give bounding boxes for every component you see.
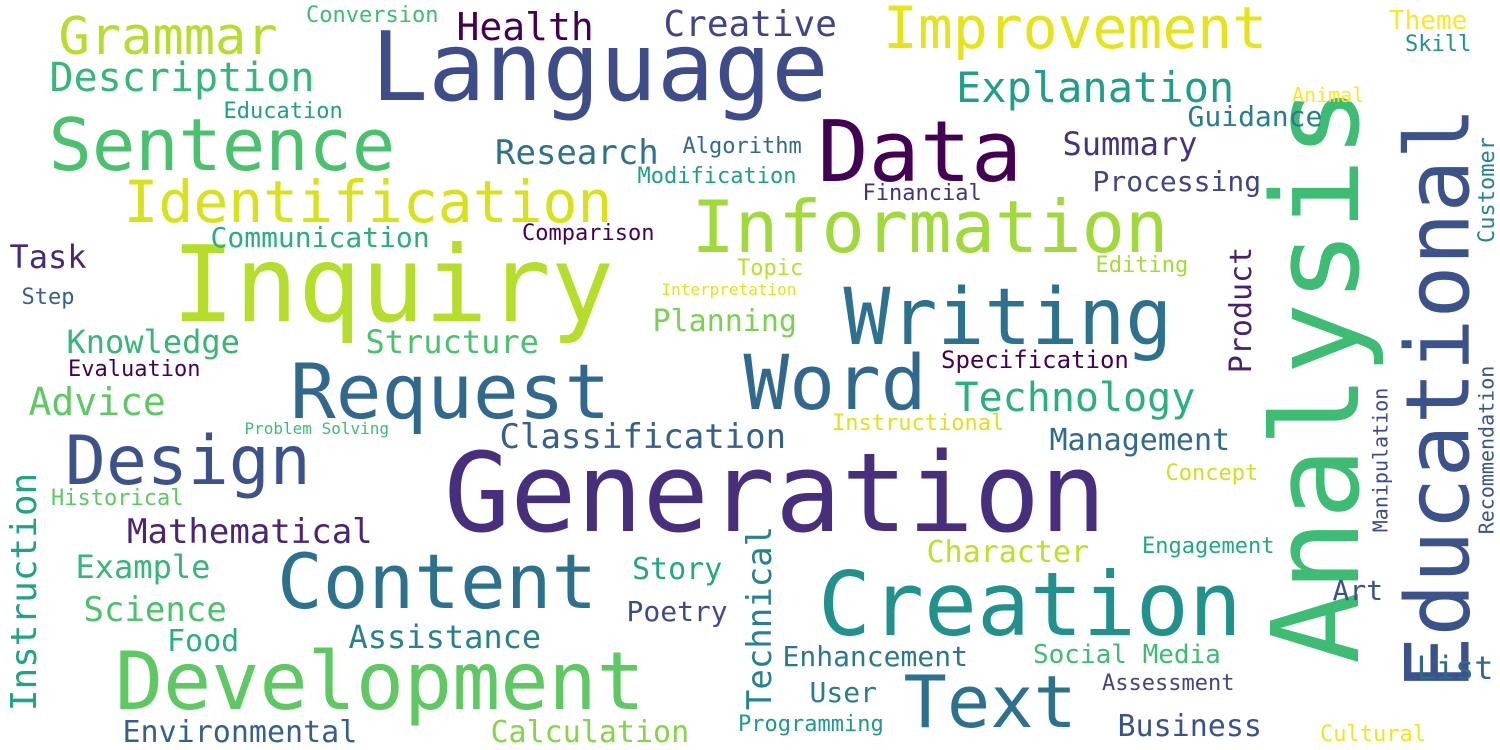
- word-communication: Communication: [210, 221, 430, 254]
- word-historical: Historical: [51, 486, 184, 511]
- word-algorithm: Algorithm: [682, 134, 802, 159]
- word-design: Design: [65, 422, 311, 501]
- word-health: Health: [456, 5, 594, 49]
- word-inquiry: Inquiry: [171, 223, 615, 346]
- word-sentence: Sentence: [48, 103, 396, 187]
- word-task: Task: [9, 238, 87, 276]
- word-mathematical: Mathematical: [127, 512, 373, 552]
- word-information: Information: [691, 185, 1169, 269]
- word-comparison: Comparison: [522, 221, 655, 246]
- word-creation: Creation: [818, 553, 1242, 656]
- word-instruction: Instruction: [4, 472, 46, 712]
- word-problem-solving: Problem Solving: [244, 419, 390, 438]
- word-financial: Financial: [862, 181, 982, 206]
- word-generation: Generation: [444, 429, 1107, 557]
- word-structure: Structure: [365, 323, 539, 361]
- word-animal: Animal: [1292, 83, 1365, 107]
- word-word: Word: [743, 338, 927, 427]
- word-guidance: Guidance: [1187, 100, 1323, 133]
- word-request: Request: [290, 347, 611, 436]
- word-conversion: Conversion: [306, 3, 439, 28]
- word-data: Data: [817, 102, 1023, 202]
- word-processing: Processing: [1092, 165, 1262, 198]
- word-explanation: Explanation: [956, 63, 1235, 112]
- word-step: Step: [21, 285, 75, 310]
- word-social-media: Social Media: [1033, 640, 1221, 670]
- word-management: Management: [1049, 423, 1231, 458]
- word-recommendation: Recommendation: [1473, 365, 1498, 535]
- word-development: Development: [115, 635, 645, 728]
- word-planning: Planning: [652, 304, 798, 339]
- word-text: Text: [903, 660, 1077, 744]
- word-advice: Advice: [28, 380, 166, 424]
- word-classification: Classification: [499, 417, 787, 457]
- word-modification: Modification: [637, 164, 797, 189]
- word-educational: Educational: [1385, 106, 1489, 690]
- word-content: Content: [277, 537, 598, 626]
- word-editing: Editing: [1095, 253, 1189, 278]
- word-user: User: [809, 676, 877, 709]
- word-assistance: Assistance: [348, 618, 542, 656]
- word-business: Business: [1117, 709, 1263, 744]
- word-technology: Technology: [954, 375, 1196, 421]
- word-summary: Summary: [1062, 125, 1198, 163]
- word-grammar: Grammar: [58, 7, 278, 67]
- word-education: Education: [223, 99, 343, 124]
- word-example: Example: [75, 548, 211, 586]
- word-character: Character: [926, 535, 1090, 570]
- word-engagement: Engagement: [1142, 534, 1275, 559]
- word-cultural: Cultural: [1320, 722, 1426, 747]
- word-language: Language: [371, 12, 829, 123]
- word-identification: Identification: [123, 168, 613, 236]
- word-knowledge: Knowledge: [66, 323, 240, 361]
- word-story: Story: [632, 552, 723, 587]
- word-interpretation: Interpretation: [661, 280, 797, 299]
- word-research: Research: [495, 133, 659, 173]
- word-skill: Skill: [1405, 32, 1472, 57]
- word-list: List: [1416, 649, 1494, 687]
- word-science: Science: [83, 590, 227, 630]
- word-description: Description: [49, 55, 315, 101]
- word-improvement: Improvement: [883, 0, 1268, 62]
- word-art: Art: [1332, 574, 1384, 607]
- word-customer: Customer: [1474, 137, 1500, 243]
- word-theme: Theme: [1389, 6, 1468, 36]
- word-product: Product: [1224, 246, 1260, 374]
- word-specification: Specification: [941, 346, 1129, 374]
- word-topic: Topic: [737, 256, 804, 281]
- word-assessment: Assessment: [1102, 671, 1235, 696]
- word-technical: Technical: [740, 525, 781, 711]
- word-enhancement: Enhancement: [782, 640, 968, 673]
- word-writing: Writing: [843, 273, 1173, 363]
- word-instructional: Instructional: [832, 411, 1005, 436]
- word-evaluation: Evaluation: [68, 357, 201, 382]
- word-food: Food: [167, 624, 240, 659]
- word-programming: Programming: [738, 712, 884, 737]
- word-calculation: Calculation: [490, 715, 690, 750]
- word-environmental: Environmental: [122, 715, 358, 750]
- word-creative: Creative: [663, 4, 837, 45]
- word-concept: Concept: [1165, 461, 1259, 486]
- word-manipulation: Manipulation: [1367, 387, 1392, 533]
- word-poetry: Poetry: [626, 595, 728, 628]
